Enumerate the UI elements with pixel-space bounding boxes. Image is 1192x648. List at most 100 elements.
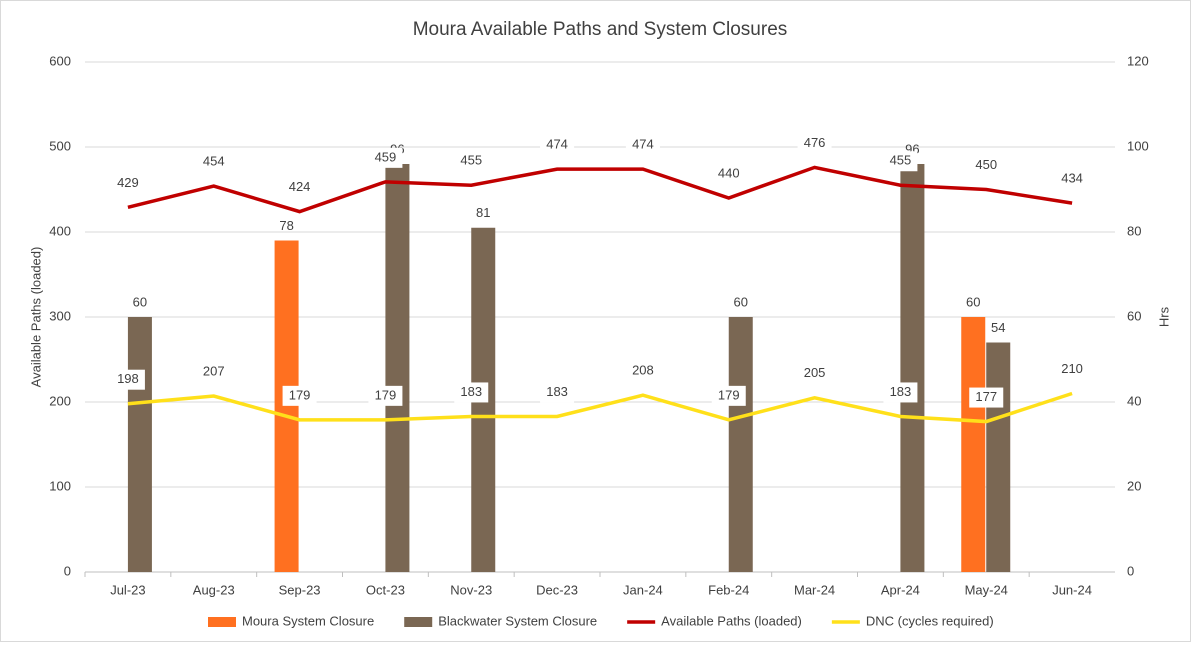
line: [127, 165, 1073, 214]
legend-label: DNC (cycles required): [866, 613, 994, 628]
line-value-label: 476: [804, 135, 826, 150]
line-value-label: 455: [890, 153, 912, 168]
line-value-label: 208: [632, 363, 654, 378]
x-tick-label: Oct-23: [366, 582, 405, 597]
label-box: [711, 385, 746, 406]
bar: [385, 164, 410, 572]
bar-value-label: 60: [734, 294, 748, 309]
y-tick-label: 300: [49, 308, 71, 323]
y2-tick-label: 80: [1127, 223, 1141, 238]
y-tick-label: 200: [49, 393, 71, 408]
bar-value-label: 78: [279, 218, 293, 233]
line-value-label: 179: [375, 387, 397, 402]
line-value-label: 474: [632, 137, 654, 152]
line-value-label: 179: [718, 387, 740, 402]
bar: [127, 317, 152, 572]
x-tick-label: Apr-24: [881, 582, 920, 597]
line-value-label: 424: [289, 179, 311, 194]
x-tick-label: Feb-24: [708, 582, 749, 597]
label-box: [196, 152, 231, 173]
label-box: [1055, 169, 1090, 190]
bar: [728, 317, 753, 572]
label-box: [883, 151, 918, 172]
y2-tick-label: 40: [1127, 393, 1141, 408]
bar-value-label: 60: [966, 294, 980, 309]
bar-value-label: 54: [991, 320, 1005, 335]
line-value-label: 207: [203, 363, 225, 378]
y2-tick-label: 100: [1127, 138, 1149, 153]
label-box: [540, 382, 575, 403]
label-box: [625, 361, 660, 382]
label-box: [454, 382, 489, 403]
line-value-label: 183: [546, 384, 568, 399]
label-box: [1055, 359, 1090, 380]
y-tick-label: 0: [64, 563, 71, 578]
y-tick-label: 100: [49, 478, 71, 493]
x-tick-label: May-24: [965, 582, 1008, 597]
x-tick-label: Jun-24: [1052, 582, 1092, 597]
label-box: [110, 173, 145, 194]
line: [127, 391, 1073, 424]
label-box: [110, 369, 145, 390]
line-value-label: 205: [804, 365, 826, 380]
y-tick-label: 400: [49, 223, 71, 238]
line-value-label: 429: [117, 175, 139, 190]
label-box: [282, 385, 317, 406]
bar: [900, 164, 925, 572]
legend-label: Available Paths (loaded): [661, 613, 802, 628]
bar: [986, 342, 1011, 572]
bar-value-label: 81: [476, 205, 490, 220]
line-value-label: 459: [375, 149, 397, 164]
y2-tick-label: 0: [1127, 563, 1134, 578]
label-box: [797, 133, 832, 154]
x-tick-label: Nov-23: [450, 582, 492, 597]
label-box: [368, 385, 403, 406]
y2-tick-label: 120: [1127, 53, 1149, 68]
label-box: [282, 177, 317, 198]
label-box: [368, 147, 403, 168]
label-box: [625, 135, 660, 156]
y2-axis-label: Hrs: [1156, 306, 1171, 327]
y2-tick-label: 60: [1127, 308, 1141, 323]
line-value-label: 210: [1061, 361, 1083, 376]
line-value-label: 177: [975, 389, 997, 404]
y-axis-label: Available Paths (loaded): [28, 247, 43, 388]
label-box: [883, 382, 918, 403]
x-tick-label: Jan-24: [623, 582, 663, 597]
bar: [274, 240, 299, 572]
chart-title: Moura Available Paths and System Closure…: [413, 19, 788, 40]
bar: [961, 317, 986, 572]
line-value-label: 454: [203, 154, 225, 169]
line-value-label: 455: [460, 153, 482, 168]
line-value-label: 434: [1061, 171, 1083, 186]
line-value-label: 183: [460, 384, 482, 399]
legend-swatch: [404, 617, 433, 627]
label-box: [969, 387, 1004, 408]
y2-tick-label: 20: [1127, 478, 1141, 493]
line-value-label: 474: [546, 137, 568, 152]
label-box: [454, 151, 489, 172]
x-tick-label: Mar-24: [794, 582, 835, 597]
legend-label: Blackwater System Closure: [438, 613, 597, 628]
x-tick-label: Dec-23: [536, 582, 578, 597]
legend-label: Moura System Closure: [242, 613, 374, 628]
x-tick-label: Jul-23: [110, 582, 145, 597]
label-box: [540, 135, 575, 156]
bar-value-label: 60: [133, 294, 147, 309]
line-value-label: 179: [289, 387, 311, 402]
line-value-label: 440: [718, 165, 740, 180]
label-box: [969, 155, 1004, 176]
y-tick-label: 600: [49, 53, 71, 68]
legend-swatch: [208, 617, 236, 627]
label-box: [196, 362, 231, 383]
line-value-label: 450: [975, 157, 997, 172]
label-box: [797, 363, 832, 384]
line-value-label: 198: [117, 371, 139, 386]
x-tick-label: Sep-23: [279, 582, 321, 597]
y-tick-label: 500: [49, 138, 71, 153]
label-box: [711, 164, 746, 184]
x-tick-label: Aug-23: [193, 582, 235, 597]
line-value-label: 183: [890, 384, 912, 399]
